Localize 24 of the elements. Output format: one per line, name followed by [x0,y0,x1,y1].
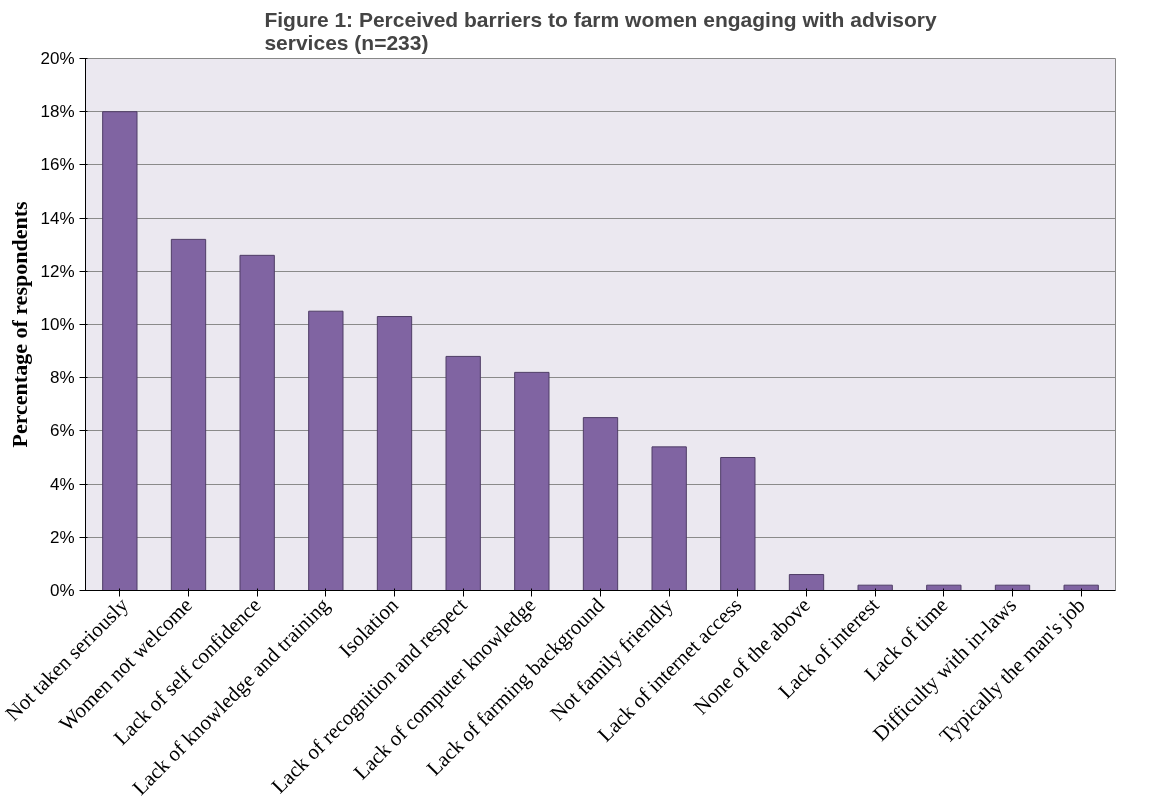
y-tick-label: 16% [40,155,75,175]
chart-title: Figure 1: Perceived barriers to farm women engaging with advisory services (n=233) [264,7,937,54]
bar [514,371,550,591]
y-tick-label: 8% [49,368,75,388]
bar [720,457,756,591]
y-tick-label: 2% [49,527,75,547]
bar [170,238,207,591]
y-tick-label: 10% [40,315,75,334]
bar [651,446,687,591]
y-tick-label: 6% [49,421,75,441]
y-tick-label: 20% [40,49,75,68]
y-tick-label: 0% [49,581,75,600]
bar [582,417,619,591]
bar [102,111,138,591]
y-axis-title: Percentage of respondents [7,201,33,448]
y-tick-label: 12% [40,261,75,281]
bar [788,574,825,591]
y-tick-label: 18% [40,102,75,122]
bar [239,254,275,591]
y-tick-label: 4% [49,474,75,494]
y-tick-label: 14% [40,208,75,228]
bar [376,316,413,591]
bar [445,355,481,591]
bar [308,310,344,591]
